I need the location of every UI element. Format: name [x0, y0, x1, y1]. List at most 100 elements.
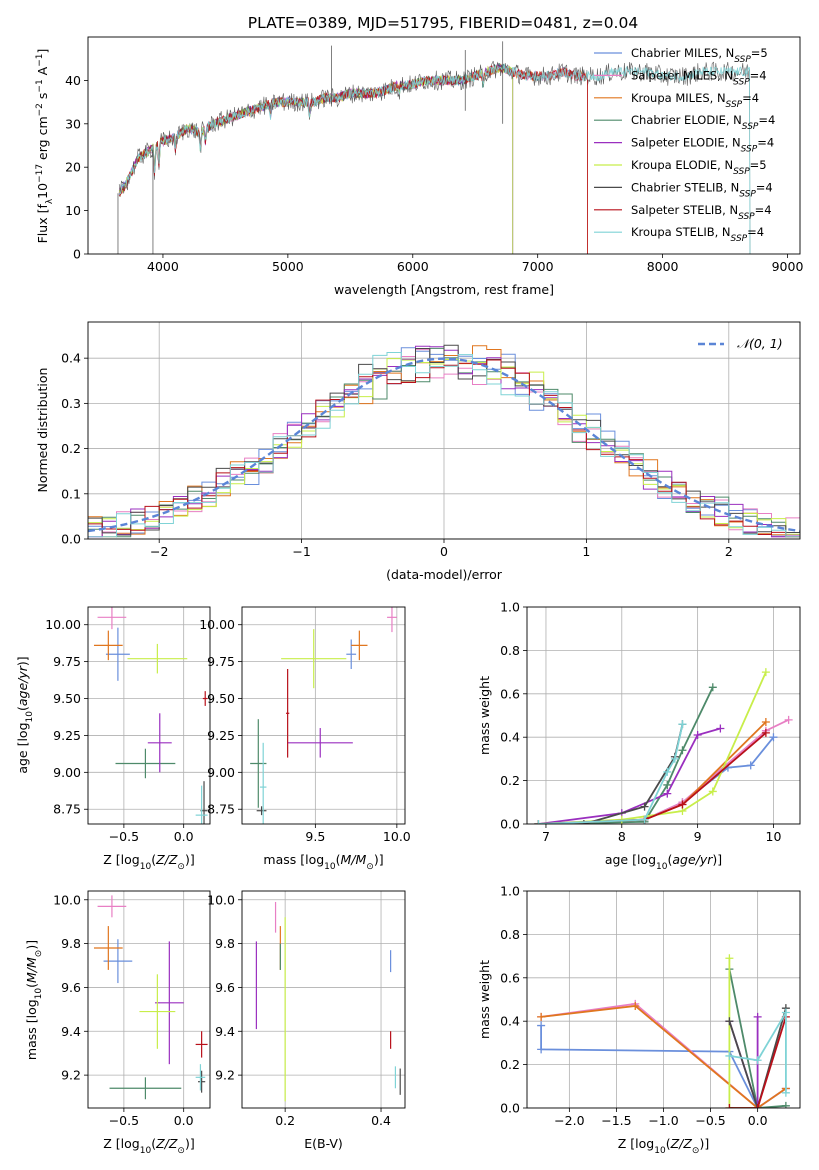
label-part: A: [35, 66, 50, 79]
y-axis-label: mass weight: [477, 960, 492, 1039]
x-tick-label: 7: [542, 829, 550, 844]
legend-label: Salpeter STELIB, NSSP=4: [631, 203, 772, 222]
label-part: −2: [35, 103, 45, 116]
mass-weight-marker: [678, 746, 687, 755]
y-tick-label: 40: [65, 73, 81, 88]
legend-label: Salpeter MILES, NSSP=4: [631, 68, 767, 87]
y-tick-label: 10.0: [53, 892, 81, 907]
mass-weight-line: [540, 1005, 787, 1108]
label-part: ⊙: [34, 950, 44, 958]
legend-label: Kroupa STELIB, NSSP=4: [631, 225, 764, 244]
label-part: =4: [742, 91, 759, 105]
x-tick-label: 10: [766, 829, 782, 844]
x-axis-label: mass [log10(M/M⊙)]: [263, 852, 383, 872]
label-part: ⊙: [366, 862, 374, 872]
x-tick-label: 2: [725, 544, 733, 559]
mass-weight-line: [728, 1007, 787, 1108]
plot-area: [242, 607, 405, 824]
label-part: 10: [654, 1146, 666, 1156]
label-part: age/yr: [15, 665, 30, 706]
label-part: age/yr: [672, 852, 713, 867]
panel-mass_vs_ebv: 0.2 0.4 9.2 9.4 9.6 9.8 10.0 E(B-V): [207, 890, 406, 1151]
x-tick-label: −0.5: [109, 1113, 139, 1128]
legend-label: Salpeter ELODIE, NSSP=4: [631, 136, 774, 155]
label-part: (: [666, 1136, 671, 1151]
mass-weight-marker: [781, 1101, 790, 1108]
mass-weight-marker: [663, 780, 672, 789]
label-part: Salpeter MILES, N: [631, 68, 733, 82]
label-part: SSP: [738, 212, 755, 222]
mass-weight-line: [729, 1009, 787, 1093]
mass-weight-line: [729, 1016, 787, 1108]
panel-age_vs_mass: 9.5 10.0 8.75 9.00 9.25 9.50 9.75 10.00 mass [lo…: [199, 606, 411, 872]
x-tick-label: 1: [582, 544, 590, 559]
mass-weight-line: [538, 727, 721, 824]
label-part: mass [log: [24, 999, 39, 1060]
axes-frame: [87, 36, 801, 255]
label-part: =4: [750, 68, 767, 82]
label-part: SSP: [739, 189, 756, 199]
label-part: Flux [f: [35, 204, 50, 244]
axes-frame: [87, 606, 211, 825]
label-part: (: [15, 706, 30, 711]
spectrum-series-line: [118, 65, 514, 254]
y-tick-label: 30: [65, 116, 81, 131]
label-part: =5: [750, 158, 767, 172]
label-part: =4: [757, 136, 774, 150]
spectrum-series-line: [118, 63, 514, 254]
x-axis-label: Z [log10(Z/Z⊙)]: [103, 1136, 194, 1156]
y-tick-label: 10.00: [45, 617, 81, 632]
y-tick-label: 0.8: [500, 927, 520, 942]
x-axis-label: Z [log10(Z/Z⊙)]: [618, 1136, 709, 1156]
legend-label: Kroupa ELODIE, NSSP=5: [631, 158, 767, 177]
label-part: Z [log: [103, 852, 139, 867]
mass-weight-marker: [640, 802, 649, 811]
legend-label: Kroupa MILES, NSSP=4: [631, 91, 759, 110]
label-part: )]: [374, 852, 384, 867]
y-tick-label: 0.2: [500, 1057, 520, 1072]
label-part: 10: [324, 862, 336, 872]
label-part: E(B-V): [304, 1136, 343, 1151]
mass-weight-marker: [693, 731, 702, 740]
figure-title: PLATE=0389, MJD=51795, FIBERID=0481, z=0…: [248, 14, 638, 32]
mass-weight-marker: [708, 683, 717, 692]
plot-area: [117, 41, 751, 254]
label-part: (: [336, 852, 341, 867]
mass-weight-marker: [753, 1012, 762, 1021]
label-part: M/M: [341, 852, 367, 867]
label-part: Chabrier STELIB, N: [631, 180, 739, 194]
mass-weight-line: [538, 724, 684, 824]
mass-weight-marker: [716, 724, 725, 733]
label-part: SSP: [742, 122, 759, 132]
label-part: )]: [699, 1136, 709, 1151]
y-tick-label: 0.8: [500, 643, 520, 658]
label-part: (: [151, 1136, 156, 1151]
panel-residuals: −2 −1 0 1 2 0.0 0.1 0.2 0.3 0.4 𝒩(0, 1) (data-model…: [35, 321, 801, 582]
plot-area: [527, 891, 800, 1108]
mass-weight-marker: [753, 1104, 762, 1108]
x-tick-label: 0.4: [371, 1113, 391, 1128]
x-axis-label: age [log10(age/yr)]: [605, 852, 722, 872]
y-tick-label: 0: [73, 247, 81, 262]
label-part: erg cm: [35, 116, 50, 164]
mass-weight-marker: [537, 1045, 546, 1054]
x-tick-label: −1: [292, 544, 310, 559]
label-part: −1: [35, 54, 45, 67]
y-tick-label: 9.2: [61, 1068, 81, 1083]
panel-spectrum: 4000 5000 6000 7000 8000 9000 0 10 20 30 40 Chabrie…: [35, 36, 803, 297]
mass-weight-marker: [678, 800, 687, 809]
label-part: =4: [756, 180, 773, 194]
mass-weight-marker: [746, 761, 755, 770]
label-part: −17: [35, 164, 45, 183]
label-part: Z [log: [103, 1136, 139, 1151]
x-tick-label: −0.5: [695, 1113, 725, 1128]
y-tick-label: 1.0: [500, 600, 520, 615]
label-part: Chabrier ELODIE, N: [631, 113, 742, 127]
y-tick-label: 9.75: [53, 654, 81, 669]
label-part: Kroupa STELIB, N: [631, 225, 731, 239]
y-tick-label: 0.1: [61, 486, 81, 501]
y-axis-label: mass weight: [477, 676, 492, 755]
plot-area: [88, 322, 800, 539]
